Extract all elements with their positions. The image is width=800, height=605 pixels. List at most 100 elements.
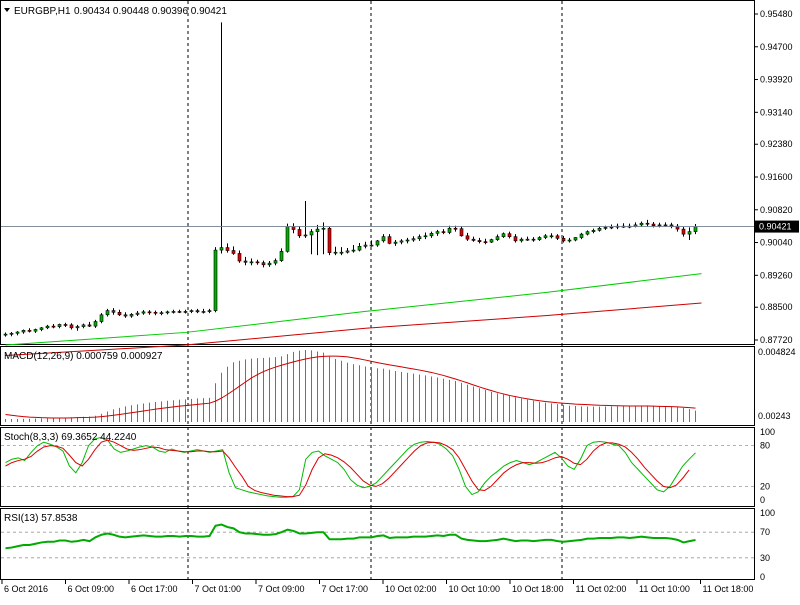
candle-body: [477, 240, 482, 242]
time-axis-label: 11 Oct 10:00: [639, 584, 690, 594]
candle-body: [21, 330, 26, 333]
price-axis-label: 0.90040: [760, 238, 793, 248]
candle-body: [543, 235, 548, 238]
macd-axis-label: 0.004824: [758, 347, 796, 357]
candle-body: [15, 331, 20, 334]
candle-body: [351, 249, 356, 252]
price-panel-frame: [0, 0, 755, 345]
candle-body: [75, 326, 80, 329]
candle-body: [135, 312, 140, 315]
price-axis-label: 0.87720: [760, 335, 793, 345]
price-axis-label: 0.94700: [760, 42, 793, 52]
time-axis-label: 11 Oct 02:00: [576, 584, 627, 594]
price-axis-label: 0.91600: [760, 172, 793, 182]
candle-body: [561, 238, 566, 242]
candle-body: [165, 311, 170, 314]
stoch-axis-label: 80: [760, 441, 770, 451]
candle-body: [471, 238, 476, 241]
candle-body: [693, 226, 698, 232]
rsi-header: RSI(13) 57.8538: [4, 513, 78, 524]
candle-body: [69, 324, 74, 329]
candle-body: [555, 235, 560, 239]
candle-body: [435, 231, 440, 234]
candle-body: [345, 250, 350, 253]
candle-body: [423, 235, 428, 238]
candle-body: [297, 229, 302, 237]
candle-body: [243, 260, 248, 263]
candle-body: [549, 235, 554, 238]
time-axis-label: 6 Oct 09:00: [68, 584, 115, 594]
macd-axis-label: 0.00243: [758, 411, 791, 421]
candle-body: [411, 238, 416, 241]
price-axis-label: 0.95480: [760, 9, 793, 19]
moving-average-lines: [5, 273, 702, 357]
time-axis-label: 10 Oct 02:00: [385, 584, 437, 594]
candle-body: [357, 246, 362, 251]
rsi-axis-label: 0: [760, 572, 765, 582]
candle-body: [369, 244, 374, 247]
candle-body: [525, 238, 530, 241]
stoch-panel-frame: [0, 427, 755, 507]
candle-body: [597, 227, 602, 231]
candle-body: [33, 329, 38, 332]
candle-body: [465, 235, 470, 240]
candle-body: [225, 247, 230, 251]
candle-body: [567, 239, 572, 242]
candle-body: [447, 227, 452, 233]
candle-body: [399, 240, 404, 243]
candle-body: [87, 324, 92, 327]
candle-body: [45, 325, 50, 329]
candle-body: [531, 238, 536, 241]
candle-body: [303, 234, 308, 237]
stochastic-indicator: [5, 436, 696, 498]
candle-body: [507, 233, 512, 237]
symbol-dropdown-icon[interactable]: [4, 8, 10, 12]
price-header-symbol: EURGBP,H1: [14, 6, 71, 17]
candle-body: [3, 333, 8, 336]
rsi-axis-label: 70: [760, 527, 770, 537]
candle-body: [153, 311, 158, 314]
time-axis-label: 10 Oct 10:00: [449, 584, 501, 594]
macd-indicator: [5, 350, 696, 422]
price-axis-label: 0.92380: [760, 139, 793, 149]
candle-body: [51, 325, 56, 328]
period-separators: [187, 1, 563, 580]
candle-body: [249, 261, 254, 264]
time-axis-label: 10 Oct 18:00: [512, 584, 564, 594]
candle-body: [93, 321, 98, 327]
time-axis-label: 11 Oct 18:00: [703, 584, 754, 594]
price-header-values: 0.90434 0.90448 0.90396 0.90421: [74, 6, 227, 17]
candle-body: [159, 312, 164, 314]
candle-body: [603, 227, 608, 229]
candle-body: [237, 253, 242, 262]
candle-body: [681, 228, 686, 235]
price-axis-label: 0.89260: [760, 270, 793, 280]
candle-body: [639, 222, 644, 226]
macd-signal-line: [5, 355, 696, 419]
candle-body: [501, 233, 506, 237]
candle-body: [573, 237, 578, 241]
candle-body: [375, 240, 380, 246]
moving-average-line-1: [5, 302, 702, 357]
stoch-main-line: [5, 436, 696, 498]
current-price-label: 0.90421: [759, 222, 792, 232]
stoch-signal-line: [5, 439, 690, 498]
candle-body: [267, 262, 272, 266]
candle-body: [687, 231, 692, 235]
macd-header: MACD(12,26,9) 0.000759 0.000927: [4, 351, 163, 362]
candle-body: [189, 310, 194, 312]
candle-body: [645, 222, 650, 225]
candle-body: [537, 237, 542, 240]
candle-body: [381, 236, 386, 242]
candle-body: [141, 311, 146, 314]
candle-body: [123, 314, 128, 317]
candle-body: [591, 230, 596, 232]
time-axis-label: 7 Oct 17:00: [322, 584, 369, 594]
candle-body: [105, 310, 110, 316]
candle-body: [363, 244, 368, 247]
rsi-panel-frame: [0, 508, 755, 580]
time-axis-label: 7 Oct 09:00: [258, 584, 305, 594]
candle-body: [333, 251, 338, 254]
